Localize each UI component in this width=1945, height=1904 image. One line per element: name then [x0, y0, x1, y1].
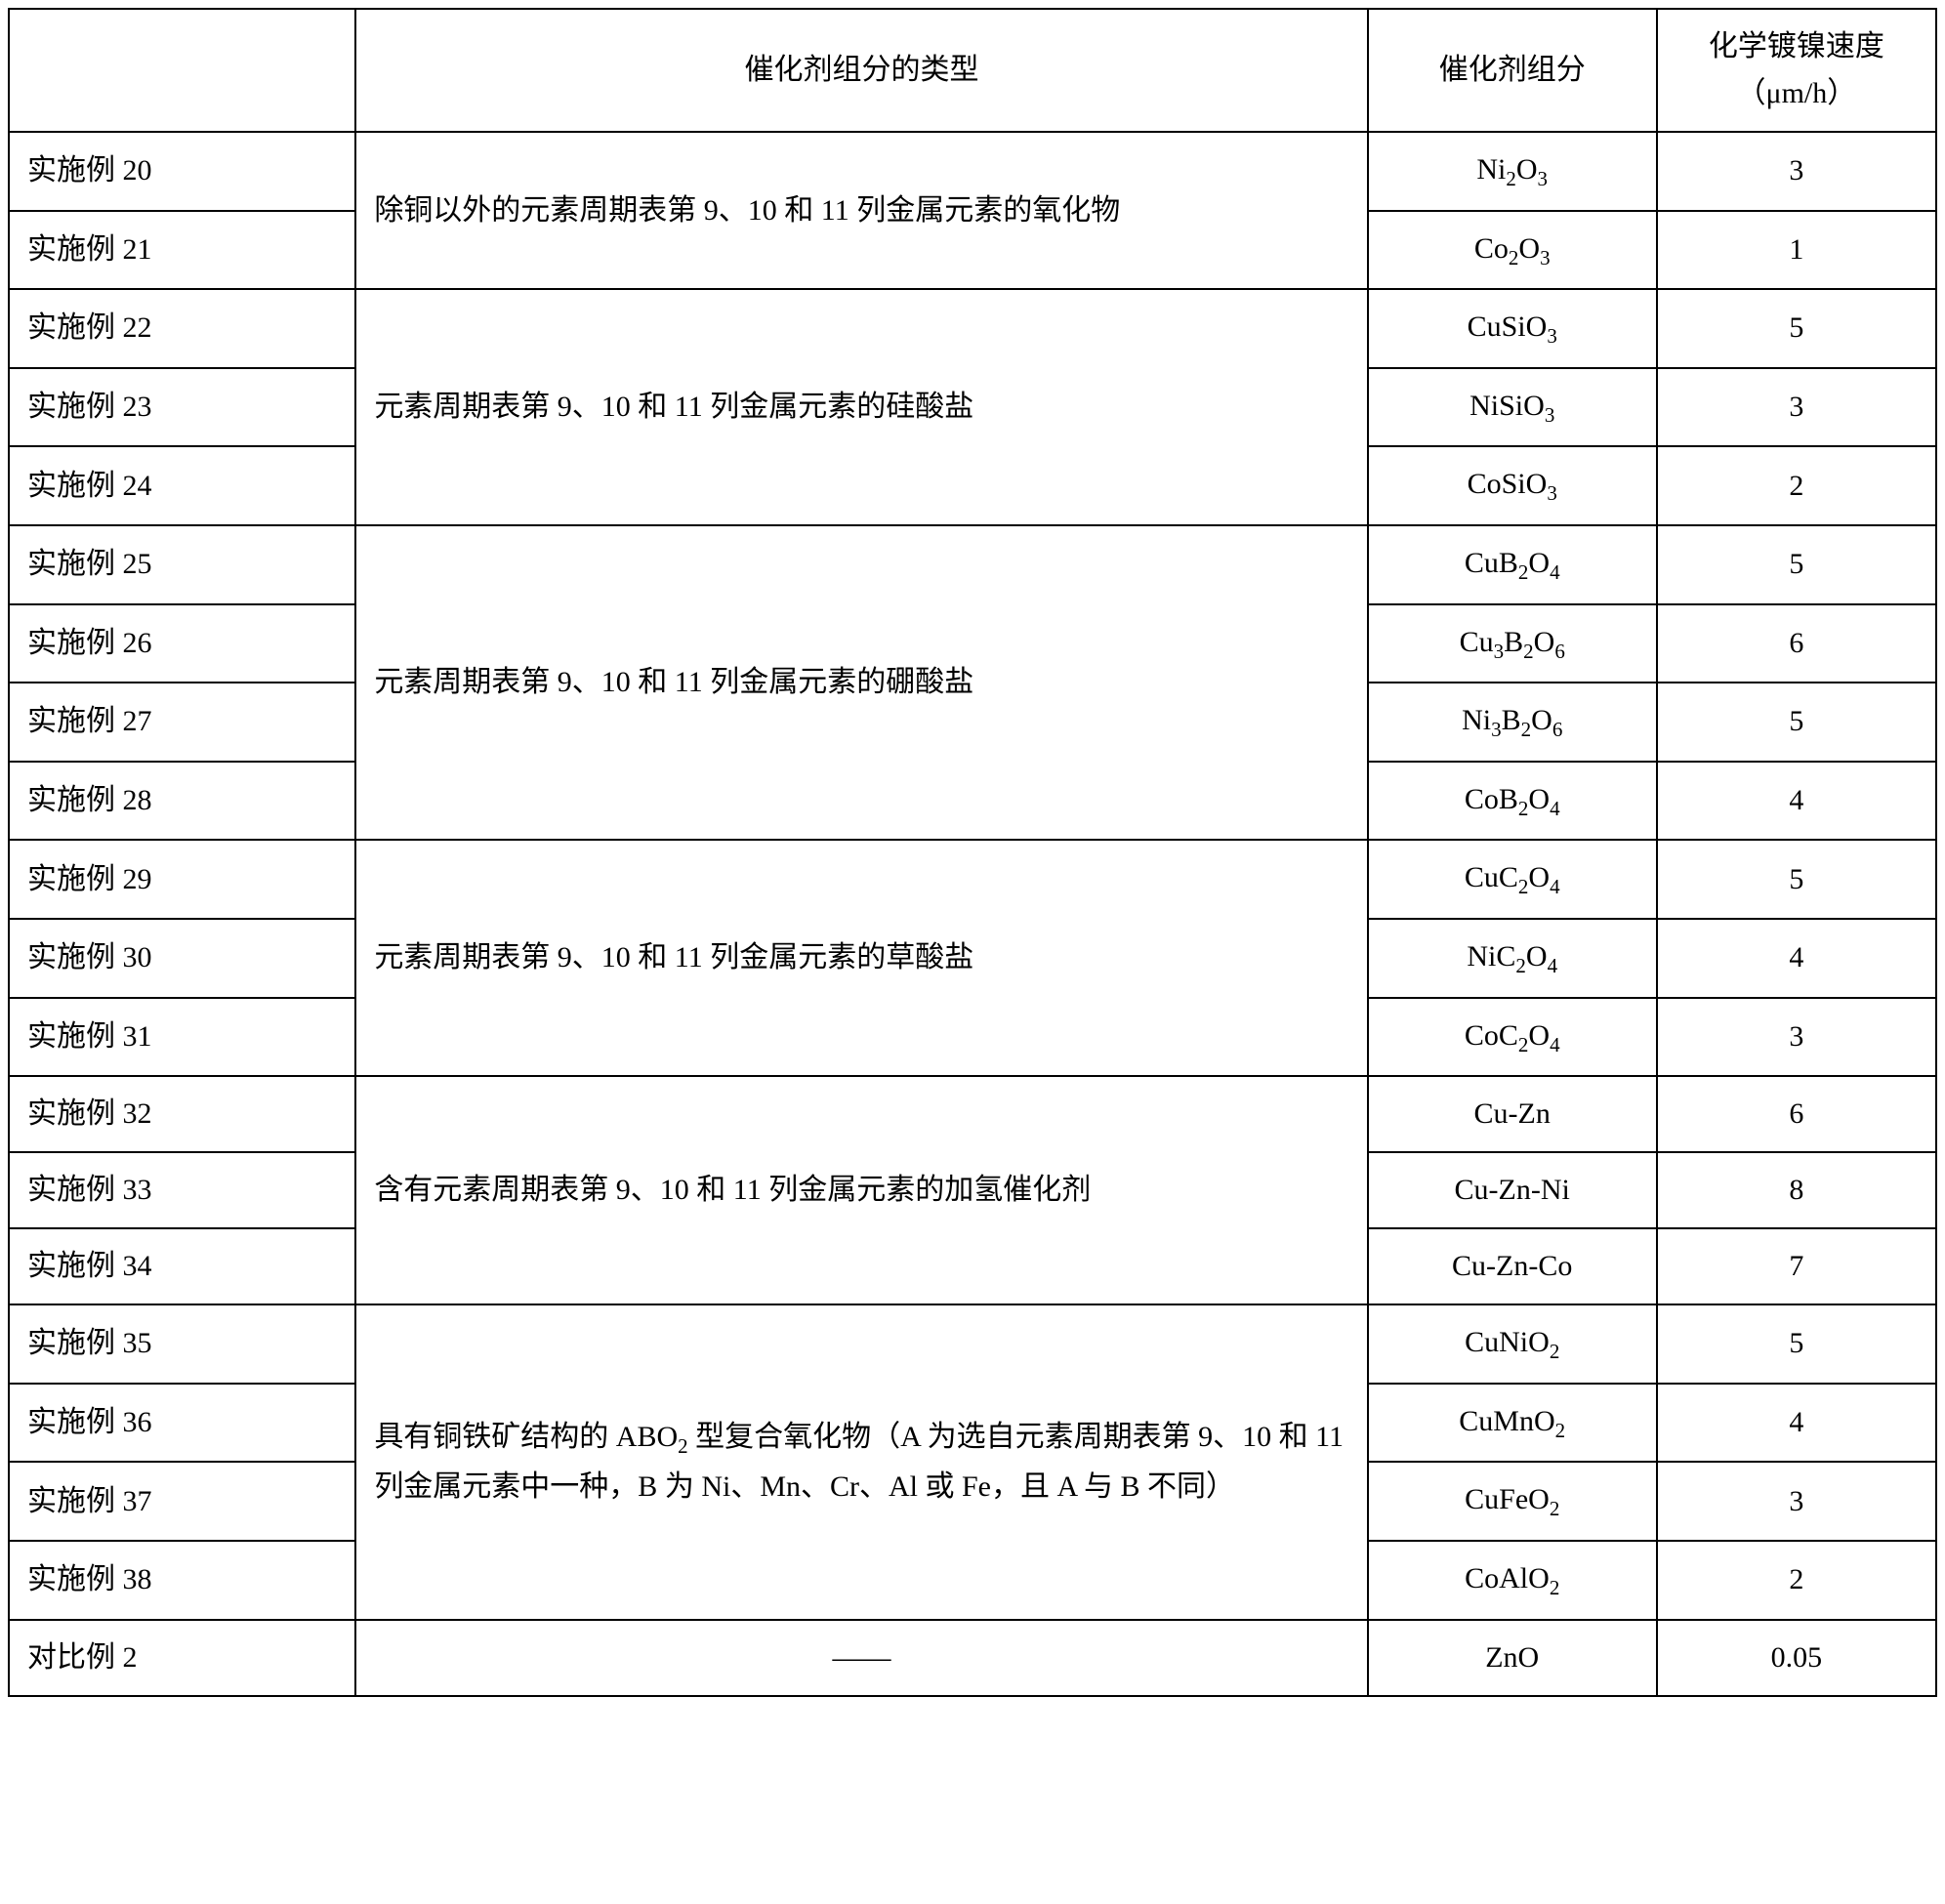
table-row: 对比例 2——ZnO0.05 [9, 1620, 1936, 1696]
header-col3: 催化剂组分 [1368, 9, 1657, 132]
catalyst-type: 除铜以外的元素周期表第 9、10 和 11 列金属元素的氧化物 [355, 132, 1367, 289]
row-label: 实施例 29 [9, 840, 355, 919]
header-col1 [9, 9, 355, 132]
catalyst-component: CoC2O4 [1368, 998, 1657, 1077]
table-row: 实施例 35具有铜铁矿结构的 ABO2 型复合氧化物（A 为选自元素周期表第 9… [9, 1304, 1936, 1384]
table-body: 实施例 20除铜以外的元素周期表第 9、10 和 11 列金属元素的氧化物Ni2… [9, 132, 1936, 1696]
plating-rate: 7 [1657, 1228, 1936, 1304]
plating-rate: 3 [1657, 1462, 1936, 1541]
row-label: 实施例 24 [9, 446, 355, 525]
row-label: 实施例 33 [9, 1152, 355, 1228]
catalyst-component: Cu-Zn [1368, 1076, 1657, 1152]
table-row: 实施例 25元素周期表第 9、10 和 11 列金属元素的硼酸盐CuB2O45 [9, 525, 1936, 604]
row-label: 实施例 26 [9, 604, 355, 683]
row-label: 实施例 35 [9, 1304, 355, 1384]
table-row: 实施例 29元素周期表第 9、10 和 11 列金属元素的草酸盐CuC2O45 [9, 840, 1936, 919]
catalyst-table: 催化剂组分的类型 催化剂组分 化学镀镍速度（μm/h） 实施例 20除铜以外的元… [8, 8, 1937, 1697]
table-row: 实施例 22元素周期表第 9、10 和 11 列金属元素的硅酸盐CuSiO35 [9, 289, 1936, 368]
plating-rate: 2 [1657, 1541, 1936, 1620]
table-header-row: 催化剂组分的类型 催化剂组分 化学镀镍速度（μm/h） [9, 9, 1936, 132]
catalyst-component: CuNiO2 [1368, 1304, 1657, 1384]
plating-rate: 3 [1657, 998, 1936, 1077]
row-label: 实施例 22 [9, 289, 355, 368]
row-label: 实施例 31 [9, 998, 355, 1077]
catalyst-component: NiSiO3 [1368, 368, 1657, 447]
plating-rate: 6 [1657, 604, 1936, 683]
plating-rate: 0.05 [1657, 1620, 1936, 1696]
catalyst-component: NiC2O4 [1368, 919, 1657, 998]
plating-rate: 5 [1657, 683, 1936, 762]
catalyst-component: CoAlO2 [1368, 1541, 1657, 1620]
table-row: 实施例 20除铜以外的元素周期表第 9、10 和 11 列金属元素的氧化物Ni2… [9, 132, 1936, 211]
catalyst-component: CuMnO2 [1368, 1384, 1657, 1463]
plating-rate: 3 [1657, 132, 1936, 211]
catalyst-component: CuFeO2 [1368, 1462, 1657, 1541]
row-label: 实施例 30 [9, 919, 355, 998]
catalyst-type: 元素周期表第 9、10 和 11 列金属元素的硅酸盐 [355, 289, 1367, 525]
plating-rate: 5 [1657, 840, 1936, 919]
row-label: 实施例 36 [9, 1384, 355, 1463]
plating-rate: 2 [1657, 446, 1936, 525]
row-label: 实施例 37 [9, 1462, 355, 1541]
catalyst-component: Co2O3 [1368, 211, 1657, 290]
catalyst-component: Cu-Zn-Ni [1368, 1152, 1657, 1228]
catalyst-type: 具有铜铁矿结构的 ABO2 型复合氧化物（A 为选自元素周期表第 9、10 和 … [355, 1304, 1367, 1619]
plating-rate: 8 [1657, 1152, 1936, 1228]
catalyst-type: —— [355, 1620, 1367, 1696]
header-col4: 化学镀镍速度（μm/h） [1657, 9, 1936, 132]
plating-rate: 4 [1657, 919, 1936, 998]
catalyst-type: 元素周期表第 9、10 和 11 列金属元素的硼酸盐 [355, 525, 1367, 840]
row-label: 实施例 38 [9, 1541, 355, 1620]
plating-rate: 1 [1657, 211, 1936, 290]
catalyst-component: CoB2O4 [1368, 762, 1657, 841]
plating-rate: 6 [1657, 1076, 1936, 1152]
catalyst-component: ZnO [1368, 1620, 1657, 1696]
row-label: 实施例 20 [9, 132, 355, 211]
plating-rate: 5 [1657, 525, 1936, 604]
row-label: 实施例 25 [9, 525, 355, 604]
catalyst-component: CuSiO3 [1368, 289, 1657, 368]
row-label: 实施例 21 [9, 211, 355, 290]
catalyst-component: Cu-Zn-Co [1368, 1228, 1657, 1304]
header-col2: 催化剂组分的类型 [355, 9, 1367, 132]
catalyst-component: CoSiO3 [1368, 446, 1657, 525]
catalyst-component: Cu3B2O6 [1368, 604, 1657, 683]
catalyst-type: 元素周期表第 9、10 和 11 列金属元素的草酸盐 [355, 840, 1367, 1076]
catalyst-component: Ni3B2O6 [1368, 683, 1657, 762]
row-label: 实施例 23 [9, 368, 355, 447]
row-label: 对比例 2 [9, 1620, 355, 1696]
plating-rate: 3 [1657, 368, 1936, 447]
catalyst-component: CuB2O4 [1368, 525, 1657, 604]
table-row: 实施例 32含有元素周期表第 9、10 和 11 列金属元素的加氢催化剂Cu-Z… [9, 1076, 1936, 1152]
row-label: 实施例 34 [9, 1228, 355, 1304]
catalyst-component: CuC2O4 [1368, 840, 1657, 919]
plating-rate: 4 [1657, 1384, 1936, 1463]
plating-rate: 5 [1657, 289, 1936, 368]
row-label: 实施例 32 [9, 1076, 355, 1152]
plating-rate: 5 [1657, 1304, 1936, 1384]
catalyst-component: Ni2O3 [1368, 132, 1657, 211]
row-label: 实施例 27 [9, 683, 355, 762]
row-label: 实施例 28 [9, 762, 355, 841]
plating-rate: 4 [1657, 762, 1936, 841]
catalyst-type: 含有元素周期表第 9、10 和 11 列金属元素的加氢催化剂 [355, 1076, 1367, 1304]
